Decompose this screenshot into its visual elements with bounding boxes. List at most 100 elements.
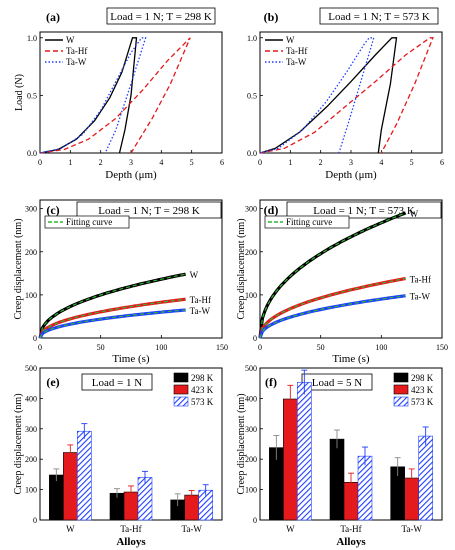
x-tick-label: 4 <box>379 158 383 167</box>
bar-573k <box>77 430 92 521</box>
x-axis-label: Alloys <box>336 536 366 548</box>
y-tick-label: 300 <box>245 205 257 214</box>
series-line-ta-w <box>259 37 375 154</box>
series-line-ta-w <box>38 308 186 339</box>
fitting-curve <box>39 309 186 339</box>
x-tick-label: 0 <box>38 343 42 352</box>
y-axis-label: Creep displacement (nm) <box>13 393 24 494</box>
condition-label: Load = 1 N; T = 573 K <box>313 205 415 217</box>
fitting-curve <box>39 273 186 339</box>
legend-swatch <box>173 396 189 407</box>
x-tick-label: Ta-Hf <box>340 524 361 534</box>
condition-label: Load = 1 N; T = 573 K <box>328 11 430 23</box>
plot-frame <box>259 199 443 339</box>
x-tick-label: 0 <box>38 158 42 167</box>
legend-label: Fitting curve <box>286 217 332 227</box>
legend-label: W <box>286 35 295 45</box>
series-line-w <box>259 37 398 154</box>
y-tick-label: 300 <box>245 425 257 434</box>
y-tick-label: 0 <box>33 516 37 525</box>
y-tick-label: 300 <box>25 205 37 214</box>
legend-label: 423 K <box>411 385 434 395</box>
legend-box <box>44 215 130 229</box>
x-axis-label: Time (s) <box>332 353 370 365</box>
series-label: Ta-W <box>190 306 211 316</box>
bar-298k <box>329 438 345 521</box>
fitting-curve <box>39 298 186 339</box>
legend-swatch <box>173 384 189 395</box>
series-label: Ta-W <box>410 292 431 302</box>
y-tick-label: 400 <box>25 394 37 403</box>
bar-573k <box>418 435 433 521</box>
series-line-ta-w <box>39 37 147 154</box>
legend-box <box>264 215 350 229</box>
legend-label: Fitting curve <box>66 217 112 227</box>
legend-label: 423 K <box>191 385 214 395</box>
x-tick-label: 3 <box>129 158 133 167</box>
x-tick-label: W <box>66 524 75 534</box>
x-tick-label: 50 <box>97 343 105 352</box>
series-label: Ta-Hf <box>410 274 431 284</box>
plot-frame <box>39 199 223 339</box>
x-tick-label: 150 <box>436 343 448 352</box>
fitting-curve <box>259 295 406 339</box>
legend-swatch <box>393 372 409 383</box>
y-tick-label: 200 <box>245 248 257 257</box>
y-tick-label: 200 <box>245 455 257 464</box>
y-axis-label: Load (N) <box>14 74 25 111</box>
x-tick-label: 1 <box>68 158 72 167</box>
y-tick-label: 100 <box>245 291 257 300</box>
condition-label: Load = 5 N <box>312 377 363 389</box>
x-tick-label: 6 <box>220 158 224 167</box>
bar-573k <box>137 477 153 521</box>
panel-label: (f) <box>265 375 277 389</box>
legend-label: Ta-Hf <box>286 46 307 56</box>
series-label: Ta-Hf <box>190 295 211 305</box>
y-axis-label: Creep displacement (nm) <box>13 218 24 319</box>
panel-label: (e) <box>46 375 59 389</box>
x-axis-label: Depth (μm) <box>325 169 377 181</box>
bar-573k <box>357 455 373 521</box>
fitting-curve <box>259 212 406 339</box>
legend-label: Ta-W <box>286 57 307 67</box>
x-tick-label: 2 <box>99 158 103 167</box>
x-tick-label: Ta-W <box>401 524 422 534</box>
bar-298k <box>49 474 64 521</box>
legend-label: 298 K <box>191 373 214 383</box>
condition-label: Load = 1 N <box>92 377 143 389</box>
y-tick-label: 100 <box>25 486 37 495</box>
condition-box <box>106 7 216 25</box>
series-label: W <box>190 270 199 280</box>
legend-label: Ta-W <box>66 57 87 67</box>
legend-swatch <box>393 396 409 407</box>
series-line-ta-hf <box>39 37 191 154</box>
x-tick-label: 1 <box>288 158 292 167</box>
y-tick-label: 0 <box>33 334 37 343</box>
y-tick-label: 0 <box>253 334 257 343</box>
legend-label: W <box>66 35 75 45</box>
x-tick-label: 0 <box>258 158 262 167</box>
condition-label: Load = 1 N; T = 298 K <box>98 205 200 217</box>
x-tick-label: 3 <box>349 158 353 167</box>
panel-label: (c) <box>46 203 59 217</box>
bar-423k <box>63 452 78 521</box>
x-tick-label: 6 <box>440 158 444 167</box>
y-tick-label: 0 <box>253 516 257 525</box>
fitting-curve <box>259 277 406 339</box>
x-tick-label: Ta-Hf <box>120 524 141 534</box>
panel-label: (d) <box>264 203 279 217</box>
legend-label: Ta-Hf <box>66 46 87 56</box>
x-tick-label: 4 <box>159 158 163 167</box>
bar-573k <box>297 381 312 521</box>
y-tick-label: 400 <box>245 394 257 403</box>
x-tick-label: 150 <box>216 343 228 352</box>
y-tick-label: 100 <box>245 486 257 495</box>
condition-box <box>76 201 222 219</box>
y-tick-label: 0.5 <box>27 91 37 100</box>
y-tick-label: 0.5 <box>247 91 257 100</box>
legend-label: 298 K <box>411 373 434 383</box>
y-tick-label: 1.0 <box>247 34 257 43</box>
bar-423k <box>283 398 298 521</box>
condition-box <box>319 7 439 25</box>
